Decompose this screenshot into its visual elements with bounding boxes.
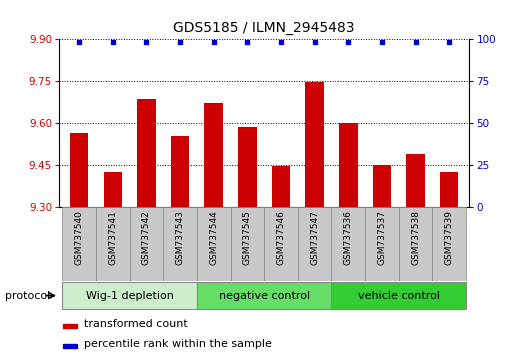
Bar <box>70 133 88 207</box>
Bar <box>339 123 358 207</box>
Bar <box>205 103 223 207</box>
Text: Wig-1 depletion: Wig-1 depletion <box>86 291 173 301</box>
Bar <box>372 165 391 207</box>
Bar <box>197 282 331 309</box>
Text: GSM737543: GSM737543 <box>175 210 185 265</box>
Text: percentile rank within the sample: percentile rank within the sample <box>84 339 271 349</box>
Text: GSM737544: GSM737544 <box>209 210 218 265</box>
Bar <box>104 172 122 207</box>
Text: negative control: negative control <box>219 291 310 301</box>
Bar <box>238 127 256 207</box>
Text: GSM737545: GSM737545 <box>243 210 252 265</box>
Bar <box>298 207 331 281</box>
Bar <box>63 324 77 328</box>
Text: GSM737536: GSM737536 <box>344 210 353 265</box>
Bar <box>305 82 324 207</box>
Text: GSM737537: GSM737537 <box>378 210 386 265</box>
Text: GSM737540: GSM737540 <box>75 210 84 265</box>
Text: GSM737547: GSM737547 <box>310 210 319 265</box>
Text: transformed count: transformed count <box>84 319 187 329</box>
Bar <box>399 207 432 281</box>
Bar <box>406 154 425 207</box>
Bar <box>331 207 365 281</box>
Bar <box>63 207 96 281</box>
Bar <box>197 207 230 281</box>
Text: GSM737538: GSM737538 <box>411 210 420 265</box>
Bar <box>137 99 156 207</box>
Text: GSM737546: GSM737546 <box>277 210 286 265</box>
Bar <box>440 172 459 207</box>
Text: protocol: protocol <box>5 291 50 301</box>
Bar <box>163 207 197 281</box>
Bar <box>432 207 466 281</box>
Bar <box>63 282 197 309</box>
Bar <box>63 344 77 348</box>
Text: vehicle control: vehicle control <box>358 291 440 301</box>
Bar <box>171 136 189 207</box>
Text: GSM737542: GSM737542 <box>142 210 151 265</box>
Bar <box>264 207 298 281</box>
Bar <box>96 207 130 281</box>
Bar <box>272 166 290 207</box>
Bar <box>230 207 264 281</box>
Text: GSM737539: GSM737539 <box>445 210 453 265</box>
Bar <box>331 282 466 309</box>
Title: GDS5185 / ILMN_2945483: GDS5185 / ILMN_2945483 <box>173 21 355 35</box>
Bar <box>130 207 163 281</box>
Text: GSM737541: GSM737541 <box>108 210 117 265</box>
Bar <box>365 207 399 281</box>
